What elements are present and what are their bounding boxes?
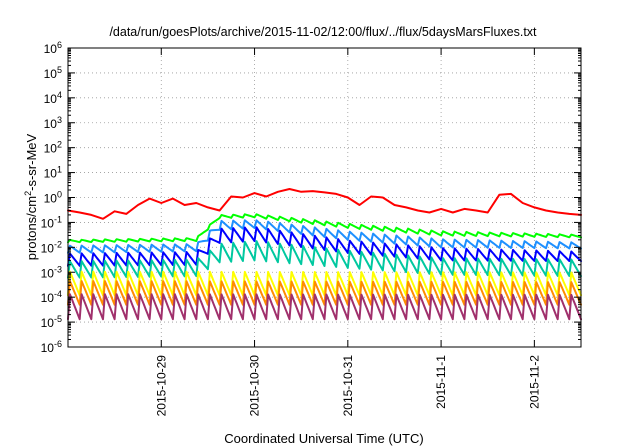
y-tick-label-base: 10: [44, 142, 58, 156]
series-line-8: [67, 293, 582, 321]
series-line-7: [67, 280, 582, 306]
y-tick-label-exp: 6: [57, 40, 62, 50]
x-axis-title: Coordinated Universal Time (UTC): [224, 431, 423, 446]
y-tick-label-base: 10: [41, 241, 55, 255]
y-tick-label-base: 10: [44, 42, 58, 56]
y-tick-label: 102: [44, 140, 62, 156]
x-tick-label: 2015-11-1: [434, 355, 448, 409]
y-tick-label-exp: -1: [54, 214, 62, 224]
y-tick-label: 104: [44, 90, 62, 106]
y-tick-label-base: 10: [44, 117, 58, 131]
y-tick-label-exp: -3: [54, 264, 62, 274]
y-tick-label-base: 10: [44, 67, 58, 81]
x-tick-label: 2015-10-30: [248, 355, 262, 417]
y-tick-label-exp: -2: [54, 239, 62, 249]
x-tick-label: 2015-11-2: [527, 355, 541, 409]
y-tick-label-base: 10: [41, 316, 55, 330]
y-tick-label: 10-1: [41, 214, 62, 230]
y-tick-label-exp: 3: [57, 115, 62, 125]
y-tick-label-exp: -4: [54, 289, 62, 299]
y-tick-label-base: 10: [41, 266, 55, 280]
y-tick-label-base: 10: [41, 216, 55, 230]
series-line-1: [67, 188, 582, 220]
series-line-5: [67, 240, 582, 279]
y-tick-label: 10-4: [41, 289, 62, 305]
x-tick-label: 2015-10-29: [154, 355, 168, 417]
y-tick-label: 10-3: [41, 264, 62, 280]
x-axis-ticks: 2015-10-29 2015-10-30 2015-10-31 2015-11-1 2…: [154, 48, 541, 416]
y-tick-label: 100: [44, 190, 62, 206]
y-tick-label-base: 10: [41, 291, 55, 305]
y-tick-label: 106: [44, 40, 62, 56]
series-line-2: [67, 213, 582, 244]
y-tick-label-exp: -5: [54, 314, 62, 324]
y-tick-label: 101: [44, 165, 62, 181]
y-tick-label-exp: 4: [57, 90, 62, 100]
x-tick-label: 2015-10-31: [341, 355, 355, 417]
y-tick-label: 103: [44, 115, 62, 131]
y-tick-label-exp: 2: [57, 140, 62, 150]
y-tick-label-exp: -6: [54, 339, 62, 349]
y-tick-label-exp: 5: [57, 65, 62, 75]
y-tick-label: 10-2: [41, 239, 62, 255]
y-tick-label-exp: 0: [57, 190, 62, 200]
y-tick-label-base: 10: [44, 192, 58, 206]
series-line-4: [67, 226, 582, 267]
y-tick-label-base: 10: [44, 92, 58, 106]
y-axis-title-rest: -s-sr-MeV: [24, 133, 39, 190]
y-axis-ticks: 10610510410310210110010-110-210-310-410-…: [41, 40, 581, 355]
y-tick-label: 10-6: [41, 339, 62, 355]
data-series: [67, 188, 582, 321]
chart-title: /data/run/goesPlots/archive/2015-11-02/1…: [109, 25, 537, 39]
y-tick-label: 105: [44, 65, 62, 81]
y-axis-title-base: protons/cm: [24, 196, 39, 260]
y-tick-label: 10-5: [41, 314, 62, 330]
y-tick-label-exp: 1: [57, 165, 62, 175]
series-line-3: [67, 219, 582, 254]
y-axis-title: protons/cm2-s-sr-MeV: [23, 133, 39, 260]
y-axis-title-sup: 2: [23, 191, 33, 196]
y-tick-label-base: 10: [41, 341, 55, 355]
y-tick-label-base: 10: [44, 167, 58, 181]
